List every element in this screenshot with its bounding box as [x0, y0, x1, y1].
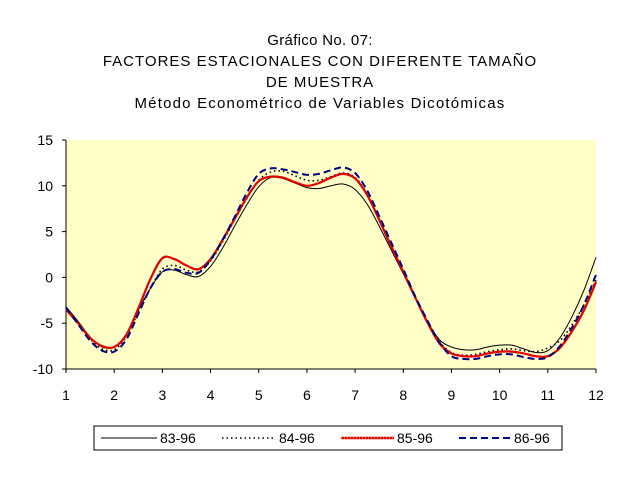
x-tick-label: 10	[492, 387, 508, 403]
chart-title: Gráfico No. 07: FACTORES ESTACIONALES CO…	[0, 30, 640, 114]
x-tick-label: 12	[588, 387, 604, 403]
legend-label-85-96: 85-96	[397, 430, 433, 446]
chart-title-line-4: Método Econométrico de Variables Dicotóm…	[134, 95, 506, 112]
plot-area	[66, 140, 596, 369]
y-tick-label: -5	[41, 315, 54, 331]
series-line-85-96	[65, 172, 598, 359]
chart-title-line-1: Gráfico No. 07:	[267, 32, 373, 49]
y-tick-label: 10	[37, 178, 53, 194]
y-tick-label: -10	[33, 361, 53, 377]
legend-label-83-96: 83-96	[160, 430, 196, 446]
x-tick-label: 6	[303, 387, 311, 403]
x-tick-label: 11	[541, 387, 556, 403]
series-lines	[65, 166, 598, 361]
x-tick-label: 3	[158, 387, 166, 403]
x-tick-labels: 1 2 3 4 5 6 7 8 9 10 11 12	[62, 387, 604, 403]
chart-title-line-2: FACTORES ESTACIONALES CON DIFERENTE TAMA…	[102, 53, 538, 70]
x-tick-label: 2	[110, 387, 118, 403]
x-tick-label: 1	[62, 387, 70, 403]
x-tick-label: 7	[351, 387, 359, 403]
x-tick-label: 5	[255, 387, 263, 403]
x-tick-label: 9	[448, 387, 456, 403]
legend-label-86-96: 86-96	[514, 430, 550, 446]
legend: 83-96 84-96 85-96 86-96	[93, 425, 563, 451]
series-line-86-96	[65, 166, 597, 361]
chart-title-line-3: DE MUESTRA	[265, 74, 375, 91]
y-tick-label: 5	[45, 224, 53, 240]
legend-label-84-96: 84-96	[279, 430, 315, 446]
y-tick-label: 15	[37, 132, 53, 148]
x-tick-label: 8	[399, 387, 407, 403]
y-tick-labels: 15 10 5 0 -5 -10	[33, 132, 53, 377]
x-tick-label: 4	[207, 387, 215, 403]
axes	[62, 139, 597, 373]
y-tick-label: 0	[45, 269, 53, 285]
